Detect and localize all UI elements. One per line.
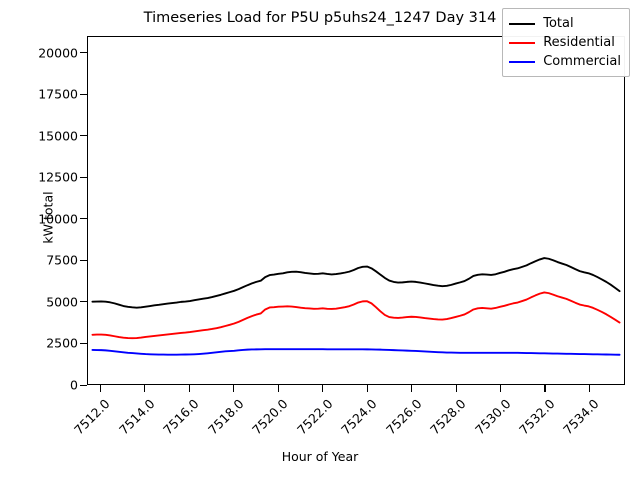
- y-tick-label: 2500: [46, 335, 78, 351]
- x-tick-label: 7522.0: [293, 396, 336, 438]
- plot-area: [87, 36, 625, 385]
- y-tick-label: 7500: [46, 252, 78, 268]
- x-tick-label: 7534.0: [560, 396, 603, 438]
- y-tick-label: 10000: [38, 211, 78, 227]
- x-tick-label: 7516.0: [160, 396, 202, 438]
- y-tick-mark: [80, 52, 87, 54]
- x-tick-label: 7518.0: [204, 396, 247, 438]
- chart-legend: Total Residential Commercial: [502, 8, 630, 77]
- plot-lines: [91, 257, 621, 356]
- x-tick-label: 7524.0: [338, 396, 380, 438]
- x-tick-mark: [277, 385, 279, 392]
- x-tick-mark: [366, 385, 368, 392]
- chart-title: Timeseries Load for P5U p5uhs24_1247 Day…: [143, 10, 497, 26]
- legend-label-commercial: Commercial: [543, 54, 621, 69]
- y-tick-label: 15000: [38, 128, 78, 144]
- x-tick-mark: [99, 385, 101, 392]
- x-tick-mark: [322, 385, 324, 392]
- x-tick-label: 7526.0: [382, 396, 425, 438]
- x-tick-label: 7514.0: [115, 396, 158, 438]
- x-tick-mark: [500, 385, 502, 392]
- y-tick-label: 5000: [46, 294, 78, 310]
- y-tick-label: 12500: [38, 169, 78, 185]
- y-tick-mark: [80, 93, 87, 95]
- legend-label-total: Total: [543, 16, 574, 31]
- x-tick-label: 7530.0: [471, 396, 514, 438]
- y-tick-mark: [80, 301, 87, 303]
- series-line-commercial: [91, 348, 621, 356]
- series-line-residential: [91, 291, 621, 340]
- y-tick-mark: [80, 135, 87, 137]
- legend-label-residential: Residential: [543, 35, 615, 50]
- legend-item-residential: Residential: [509, 33, 621, 52]
- x-tick-label: 7532.0: [516, 396, 558, 438]
- x-tick-mark: [411, 385, 413, 392]
- y-tick-mark: [80, 384, 87, 386]
- y-tick-mark: [80, 259, 87, 261]
- x-tick-mark: [233, 385, 235, 392]
- y-tick-mark: [80, 176, 87, 178]
- x-tick-label: 7528.0: [427, 396, 469, 438]
- x-tick-label: 7512.0: [71, 396, 113, 438]
- x-axis-label: Hour of Year: [281, 449, 359, 464]
- y-tick-label: 17500: [38, 86, 78, 102]
- y-tick-mark: [80, 342, 87, 345]
- legend-item-commercial: Commercial: [509, 52, 621, 71]
- legend-item-total: Total: [509, 14, 621, 33]
- x-tick-label: 7520.0: [249, 396, 291, 438]
- x-tick-mark: [588, 385, 591, 392]
- y-tick-label: 0: [70, 377, 78, 393]
- series-line-total: [91, 257, 621, 309]
- x-tick-mark: [455, 385, 457, 392]
- legend-swatch-commercial: [509, 60, 536, 63]
- legend-swatch-residential: [509, 41, 536, 44]
- x-tick-mark: [188, 385, 190, 392]
- x-tick-mark: [144, 385, 146, 392]
- legend-swatch-total: [509, 22, 536, 25]
- y-tick-label: 20000: [38, 45, 78, 61]
- x-tick-mark: [544, 385, 546, 392]
- y-tick-mark: [80, 218, 87, 220]
